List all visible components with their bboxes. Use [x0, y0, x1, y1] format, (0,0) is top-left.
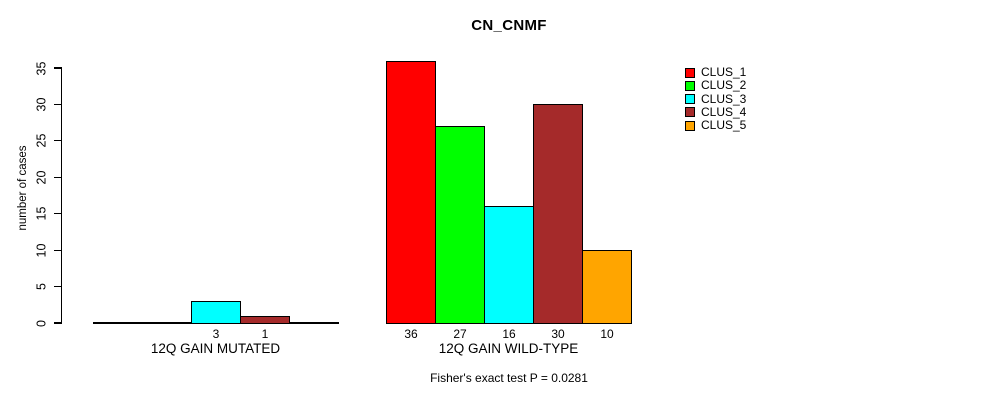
bar-value-label: 27	[453, 327, 467, 341]
legend-swatch	[685, 107, 695, 118]
bar-clus_4	[240, 315, 290, 324]
bar-clus_3	[191, 301, 241, 324]
bar-clus_5	[582, 250, 632, 324]
y-tick	[54, 67, 62, 69]
y-tick-label: 25	[34, 133, 49, 148]
y-tick-label: 5	[34, 283, 49, 291]
legend-label: CLUS_4	[701, 104, 747, 119]
chart-title: CN_CNMF	[471, 17, 547, 34]
y-tick	[54, 285, 62, 288]
bar-clus_1	[386, 60, 436, 324]
y-axis-label: number of cases	[17, 145, 29, 231]
y-tick-label: 20	[34, 170, 49, 185]
legend-swatch	[685, 94, 695, 105]
y-tick-label: 0	[34, 319, 49, 327]
bar-value-label: 1	[261, 327, 269, 341]
legend-item: CLUS_2	[685, 79, 746, 92]
legend: CLUS_1 CLUS_2 CLUS_3 CLUS_4 CLUS_5	[685, 66, 795, 138]
legend-label: CLUS_5	[701, 118, 747, 133]
legend-item: CLUS_5	[685, 119, 746, 132]
bar-value-label: 36	[404, 327, 418, 341]
bar-value-label: 3	[212, 327, 220, 341]
legend-item: CLUS_4	[685, 106, 746, 119]
y-tick	[54, 213, 62, 215]
y-tick	[54, 140, 62, 142]
legend-item: CLUS_3	[685, 93, 746, 106]
legend-label: CLUS_2	[701, 78, 747, 93]
y-tick	[54, 103, 62, 106]
bar-clus_4	[533, 104, 583, 324]
legend-label: CLUS_3	[701, 91, 747, 106]
legend-label: CLUS_1	[701, 65, 747, 79]
y-axis-line	[61, 67, 63, 324]
bar-value-label: 10	[600, 327, 614, 341]
legend-item: CLUS_1	[685, 66, 746, 79]
bar-value-label: 30	[551, 327, 565, 341]
annotation-fisher-test: Fisher's exact test P = 0.0281	[430, 371, 588, 385]
legend-swatch	[685, 67, 695, 78]
y-tick-label: 10	[34, 243, 49, 258]
group-label: 12Q GAIN WILD-TYPE	[438, 341, 579, 356]
y-tick-label: 35	[34, 61, 49, 75]
y-tick-label: 15	[34, 206, 49, 221]
legend-swatch	[685, 80, 695, 91]
bar-clus_2	[435, 126, 485, 324]
y-tick	[54, 322, 62, 324]
y-tick	[54, 249, 62, 251]
legend-swatch	[685, 120, 695, 131]
bar-clus_3	[484, 206, 534, 324]
y-tick	[54, 176, 62, 178]
y-tick-label: 30	[34, 97, 49, 112]
bar-value-label: 16	[502, 327, 516, 341]
group-label: 12Q GAIN MUTATED	[150, 341, 281, 356]
